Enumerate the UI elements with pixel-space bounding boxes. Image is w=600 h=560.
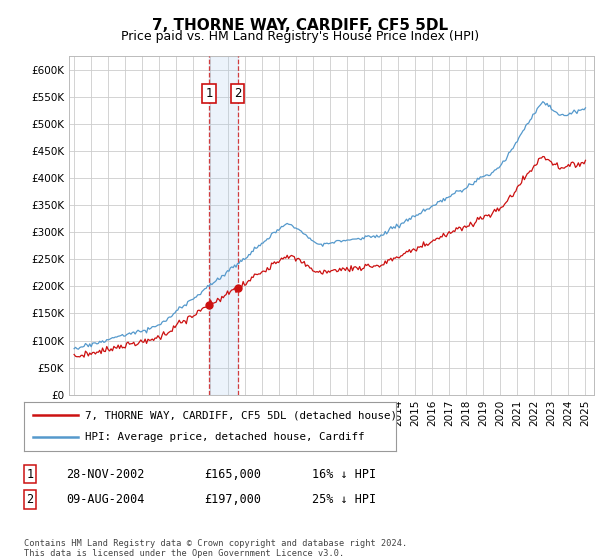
Text: 7, THORNE WAY, CARDIFF, CF5 5DL: 7, THORNE WAY, CARDIFF, CF5 5DL bbox=[152, 18, 448, 33]
Text: 16% ↓ HPI: 16% ↓ HPI bbox=[312, 468, 376, 481]
Text: 1: 1 bbox=[26, 468, 34, 481]
Text: 28-NOV-2002: 28-NOV-2002 bbox=[66, 468, 145, 481]
Text: 2: 2 bbox=[234, 87, 241, 100]
Text: Price paid vs. HM Land Registry's House Price Index (HPI): Price paid vs. HM Land Registry's House … bbox=[121, 30, 479, 43]
Text: 7, THORNE WAY, CARDIFF, CF5 5DL (detached house): 7, THORNE WAY, CARDIFF, CF5 5DL (detache… bbox=[85, 410, 397, 421]
Text: 1: 1 bbox=[205, 87, 212, 100]
Text: 25% ↓ HPI: 25% ↓ HPI bbox=[312, 493, 376, 506]
Text: 09-AUG-2004: 09-AUG-2004 bbox=[66, 493, 145, 506]
Text: Contains HM Land Registry data © Crown copyright and database right 2024.
This d: Contains HM Land Registry data © Crown c… bbox=[24, 539, 407, 558]
Text: £197,000: £197,000 bbox=[204, 493, 261, 506]
Text: HPI: Average price, detached house, Cardiff: HPI: Average price, detached house, Card… bbox=[85, 432, 365, 442]
Bar bbox=[209, 56, 238, 395]
Text: £165,000: £165,000 bbox=[204, 468, 261, 481]
Text: 2: 2 bbox=[26, 493, 34, 506]
